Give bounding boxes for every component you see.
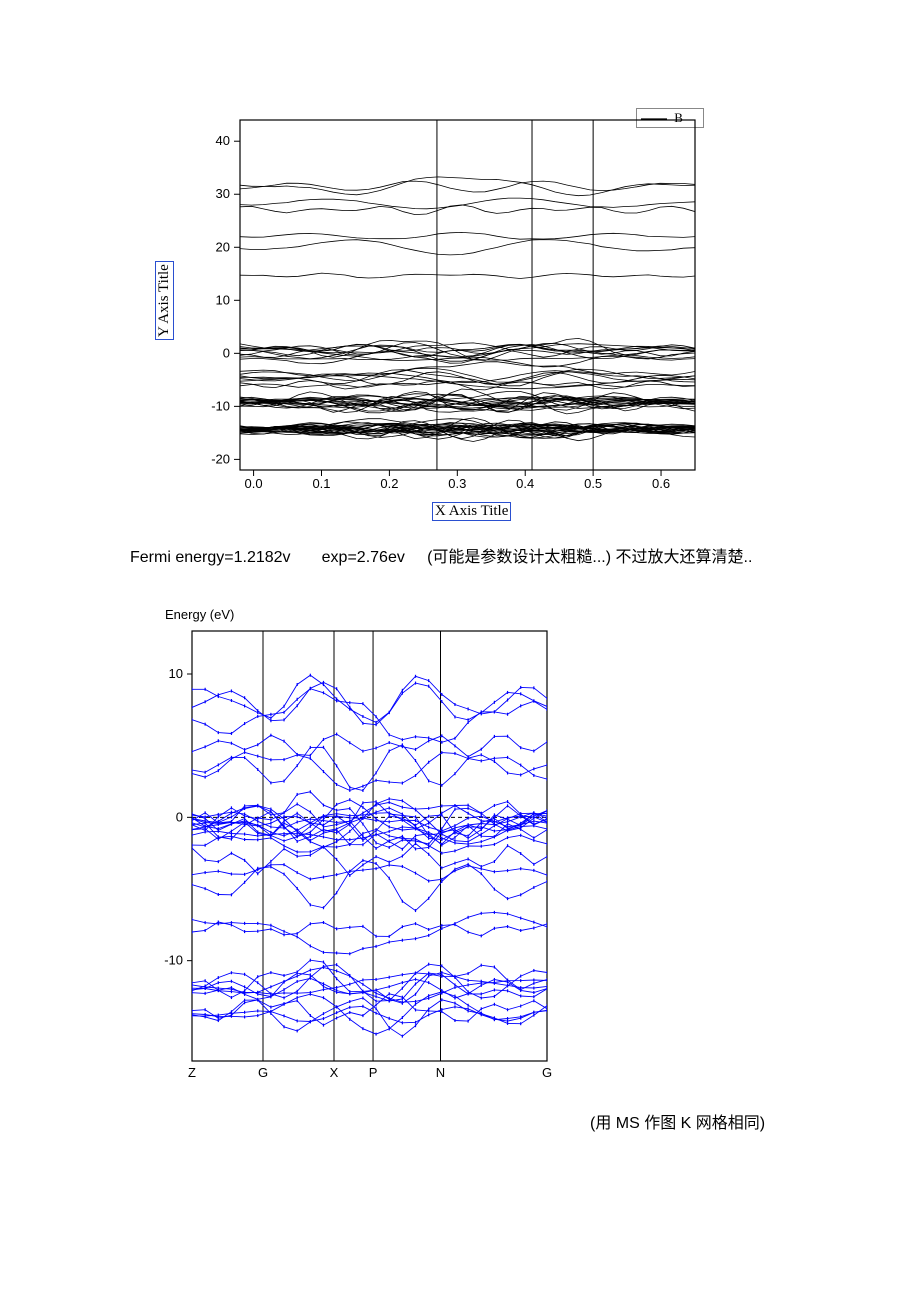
caption-note: (可能是参数设计太粗糙...) 不过放大还算清楚..	[427, 549, 752, 566]
svg-text:-20: -20	[211, 451, 230, 466]
svg-text:0.0: 0.0	[245, 476, 263, 491]
chart1-x-axis-title: X Axis Title	[432, 502, 511, 521]
svg-text:X: X	[330, 1065, 339, 1080]
chart2: Energy (eV) -10010ZGXPNG	[0, 601, 920, 1101]
chart1: B Y Axis Title -20-100102030400.00.10.20…	[0, 110, 920, 530]
svg-text:Z: Z	[188, 1065, 196, 1080]
svg-text:G: G	[542, 1065, 552, 1080]
svg-text:0.1: 0.1	[312, 476, 330, 491]
svg-text:N: N	[436, 1065, 445, 1080]
svg-text:40: 40	[216, 133, 230, 148]
svg-text:G: G	[258, 1065, 268, 1080]
svg-text:-10: -10	[211, 398, 230, 413]
svg-text:0.5: 0.5	[584, 476, 602, 491]
svg-text:-10: -10	[164, 953, 183, 968]
svg-text:10: 10	[169, 666, 183, 681]
svg-text:0: 0	[223, 345, 230, 360]
svg-text:0.2: 0.2	[380, 476, 398, 491]
chart2-caption: (用 MS 作图 K 网格相同)	[0, 1101, 920, 1133]
svg-text:10: 10	[216, 292, 230, 307]
chart1-caption: Fermi energy=1.2182v exp=2.76ev (可能是参数设计…	[0, 530, 890, 571]
fermi-energy-text: Fermi energy=1.2182v	[130, 549, 291, 566]
svg-text:20: 20	[216, 239, 230, 254]
page: B Y Axis Title -20-100102030400.00.10.20…	[0, 0, 920, 1133]
chart1-plot: -20 -10 0 10 20 30 40 0.0 0.1 0.2 0.3 0.4 0.5 0.6	[0, 110, 720, 530]
svg-text:0.6: 0.6	[652, 476, 670, 491]
svg-text:0: 0	[176, 810, 183, 825]
svg-text:0.3: 0.3	[448, 476, 466, 491]
svg-text:0.4: 0.4	[516, 476, 534, 491]
svg-text:30: 30	[216, 186, 230, 201]
exp-text: exp=2.76ev	[322, 549, 405, 566]
chart2-plot: -10 0 10 Z G X P N G	[0, 601, 720, 1101]
svg-text:P: P	[369, 1065, 378, 1080]
